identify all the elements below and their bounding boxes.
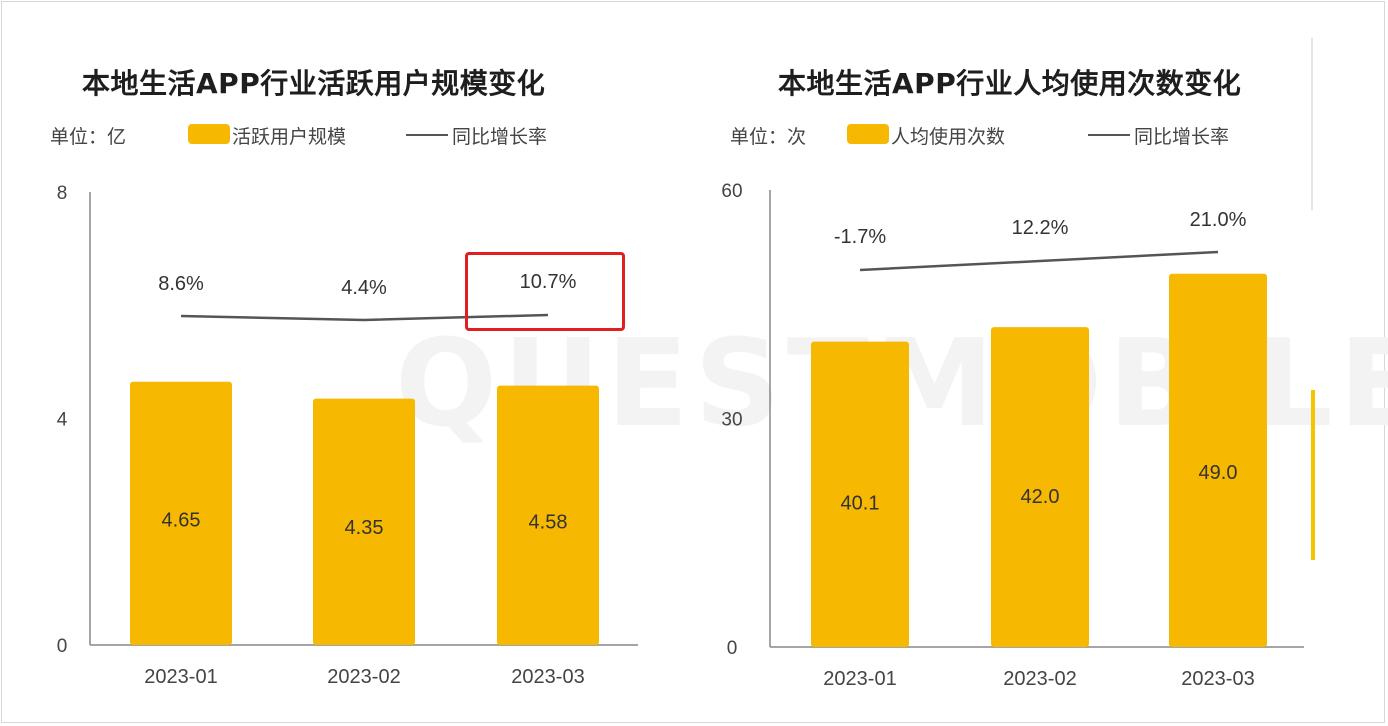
bar [1169,273,1267,647]
legend-line-label: 同比增长率 [452,126,548,148]
bar [130,381,232,645]
growth-rate-label: 8.6% [158,273,204,295]
highlight-box [465,252,625,331]
chart-panel-usage-times: 本地生活APP行业人均使用次数变化 单位：次 人均使用次数 同比增长率 0 30 6… [690,0,1388,726]
growth-rate-label: 12.2% [1012,217,1069,239]
x-tick-label: 2023-01 [823,668,896,690]
growth-rate-label: -1.7% [834,226,886,248]
bar-value-label: 42.0 [1021,486,1060,508]
bar-value-label: 4.65 [162,510,201,532]
bar-value-label: 49.0 [1199,462,1238,484]
legend-line-label: 同比增长率 [1134,126,1230,148]
growth-rate-label: 10.7% [520,271,577,293]
legend-bar-label: 活跃用户规模 [232,126,347,148]
bar [497,385,599,645]
chart-title: 本地生活APP行业人均使用次数变化 [778,67,1242,100]
growth-rate-line [859,250,1219,272]
x-tick-label: 2023-03 [1181,668,1254,690]
accent-bar [1311,390,1315,560]
chart-title: 本地生活APP行业活跃用户规模变化 [82,67,546,100]
y-tick-label: 0 [727,638,738,659]
legend-line-swatch [406,134,448,136]
y-tick-label: 8 [57,183,68,204]
unit-label: 单位：次 [730,126,807,148]
bar-value-label: 4.58 [529,511,568,533]
bar-value-label: 4.35 [345,517,384,539]
legend-line-swatch [1088,134,1130,136]
y-tick-label: 30 [721,410,742,431]
bar-value-label: 40.1 [841,493,880,515]
x-tick-label: 2023-02 [1003,668,1076,690]
x-tick-label: 2023-03 [511,666,584,688]
legend-bar-label: 人均使用次数 [891,126,1006,148]
legend-bar-swatch [188,124,230,144]
legend-bar-swatch [847,124,889,144]
bar [313,398,415,645]
x-tick-label: 2023-02 [327,666,400,688]
panel-divider [1311,38,1313,210]
y-tick-label: 60 [721,181,742,202]
chart-panel-active-users: 本地生活APP行业活跃用户规模变化 单位：亿 活跃用户规模 同比增长率 0 4 8 4… [0,0,690,726]
growth-rate-line [180,313,549,322]
x-tick-label: 2023-01 [144,666,217,688]
y-tick-label: 0 [57,636,68,657]
bar [991,327,1089,647]
chart-plot: 0 30 60 40.1 2023-01 42.0 2023-02 49.0 2023-03 -1… [721,181,1304,690]
chart-plot: 0 4 8 4.65 2023-01 4.35 2023-02 4.58 2023-03 8.6%… [57,183,638,688]
y-tick-label: 4 [57,410,68,431]
growth-rate-label: 4.4% [341,277,387,299]
bar [811,341,909,647]
unit-label: 单位：亿 [50,126,127,148]
growth-rate-label: 21.0% [1190,209,1247,231]
